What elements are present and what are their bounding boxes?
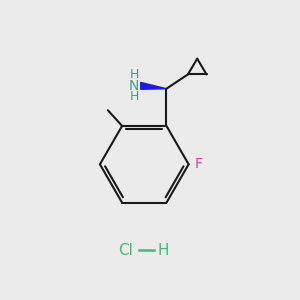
Polygon shape xyxy=(141,82,166,89)
Text: Cl: Cl xyxy=(118,243,133,258)
Text: H: H xyxy=(129,90,139,103)
Text: H: H xyxy=(129,68,139,82)
Text: H: H xyxy=(157,243,169,258)
Text: F: F xyxy=(195,157,203,171)
Text: N: N xyxy=(129,79,139,93)
